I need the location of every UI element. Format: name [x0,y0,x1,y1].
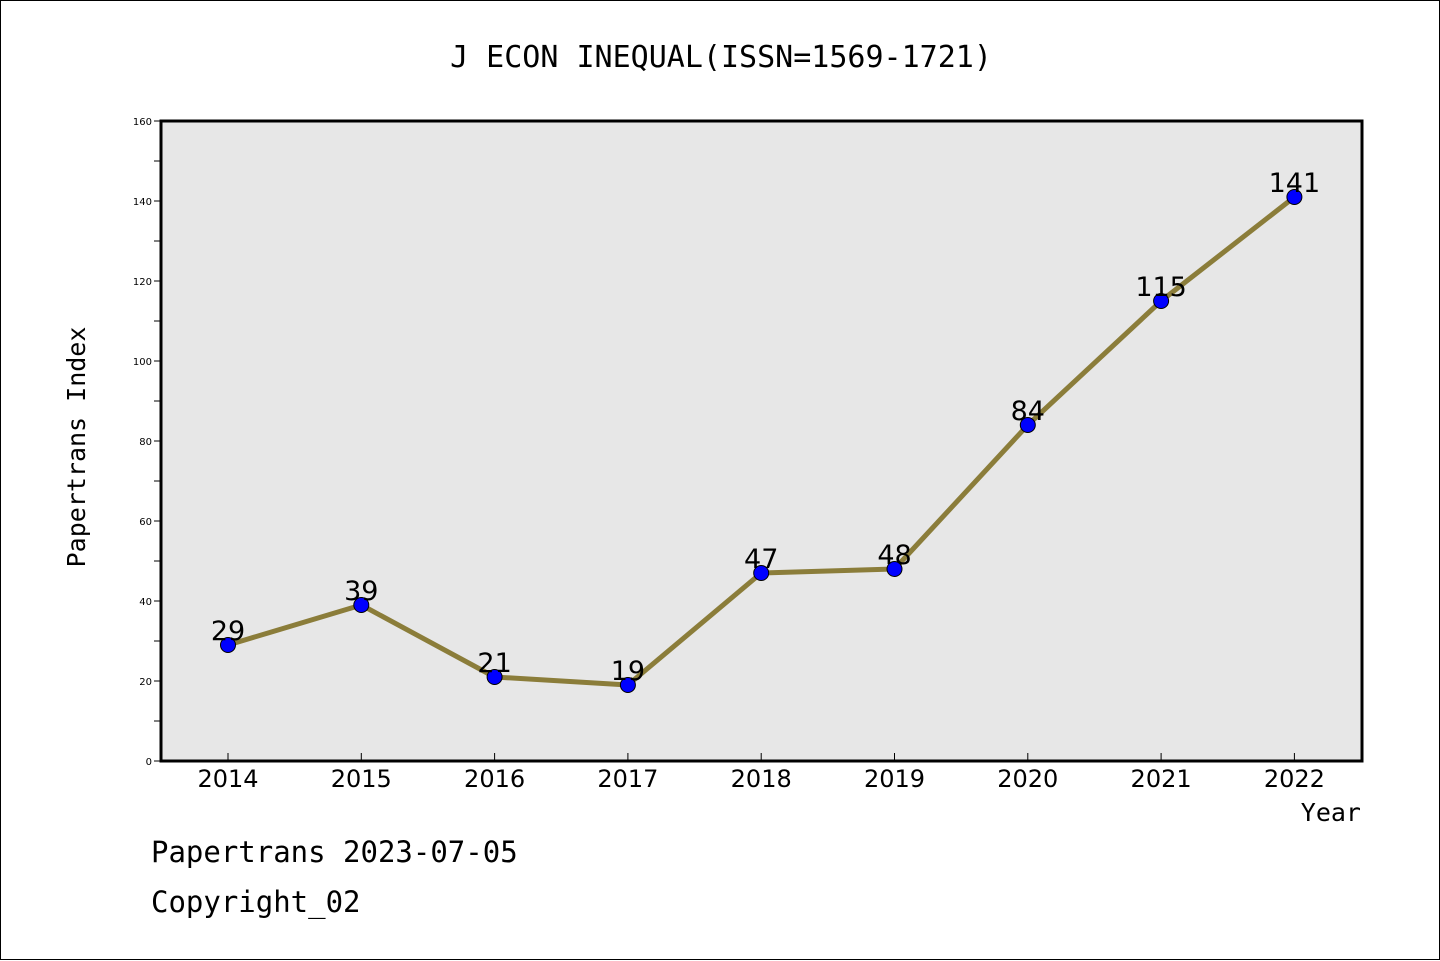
chart-title: J ECON INEQUAL(ISSN=1569-1721) [450,40,992,75]
y-tick-label-20: 20 [139,677,152,688]
x-tick-label-2015: 2015 [331,765,392,793]
data-markers [220,189,1303,693]
data-label-2018: 47 [744,544,778,575]
x-tick-label-2019: 2019 [864,765,925,793]
data-point-2017 [619,677,636,693]
footer-date: Papertrans 2023-07-05 [151,835,518,869]
y-axis-label: Papertrans Index [62,327,91,568]
data-label-2015: 39 [344,576,378,607]
y-tick-label-120: 120 [133,277,152,288]
y-tick-label-40: 40 [139,597,152,608]
x-tick-label-2018: 2018 [731,765,792,793]
y-axis: 0 20 40 60 80 100 120 140 160 [133,117,161,768]
data-point-2022 [1286,189,1303,205]
x-axis: 2014 2015 2016 2017 2018 2019 2020 2021 2022 [197,753,1325,793]
y-tick-label-100: 100 [133,357,152,368]
x-tick-label-2021: 2021 [1131,765,1192,793]
footer-copyright: Copyright_02 [151,885,361,919]
x-tick-label-2016: 2016 [464,765,525,793]
x-axis-label: Year [1301,798,1361,827]
data-point-2019 [886,561,903,577]
data-point-2021 [1153,293,1170,309]
data-point-2014 [220,637,236,653]
data-point-2018 [753,565,770,581]
data-label-2022: 141 [1269,168,1321,199]
y-tick-label-60: 60 [139,517,152,528]
data-label-2017: 19 [611,656,645,687]
data-point-2020 [1019,417,1036,433]
x-tick-label-2020: 2020 [997,765,1058,793]
x-tick-label-2022: 2022 [1264,765,1325,793]
data-point-2016 [486,669,503,685]
y-tick-label-80: 80 [139,437,152,448]
data-point-2015 [353,597,370,613]
x-tick-label-2017: 2017 [597,765,658,793]
x-tick-label-2014: 2014 [197,765,258,793]
data-label-2014: 29 [211,616,245,647]
data-label-2020: 84 [1011,396,1045,427]
data-label-2016: 21 [477,648,511,679]
y-tick-label-0: 0 [146,757,152,768]
y-tick-label-160: 160 [133,117,152,128]
plot-area [159,119,1364,763]
data-label-2021: 115 [1135,272,1187,303]
data-label-2019: 48 [877,540,911,571]
y-tick-label-140: 140 [133,197,152,208]
data-labels: 29 39 21 19 47 48 84 115 141 [211,168,1320,687]
